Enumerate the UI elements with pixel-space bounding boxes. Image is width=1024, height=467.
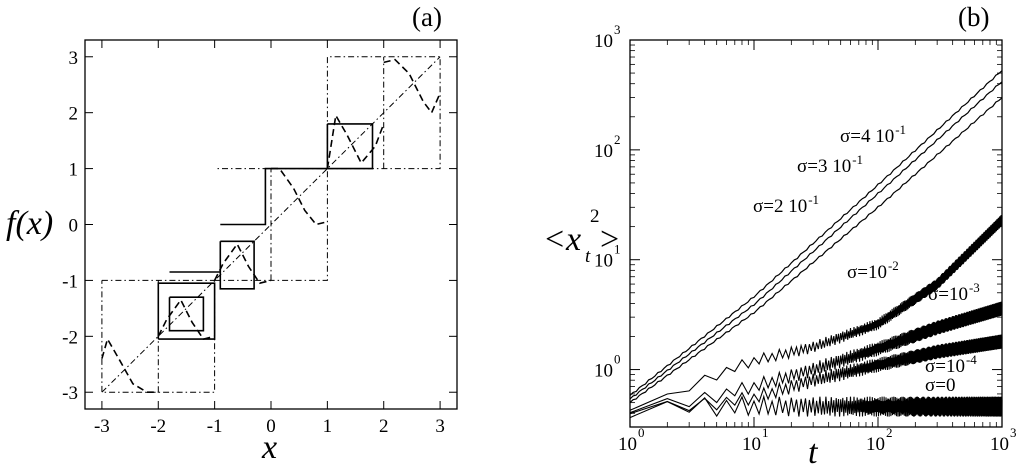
panel-b-frame: [629, 39, 1003, 428]
panel-b-y-tick-exponent: 3: [614, 22, 621, 37]
panel-a-dashed-segment: [213, 242, 272, 285]
panel-b-x-tick-label: 10: [866, 434, 885, 455]
panel-b-series-label: σ=3 10: [797, 156, 851, 177]
panel-b-annotations: σ=4 10 -1σ=3 10 -1σ=2 10 -1σ=10 -2σ=10 -3σ=10…: [753, 122, 980, 396]
panel-a-solid-segment: [157, 282, 216, 340]
panel-b-series-label-exponent: -2: [888, 258, 899, 273]
panel-b-y-tick-label: 10: [594, 251, 613, 272]
panel-a-solid-segment: [219, 240, 255, 290]
panel-b-y-tick-label: 10: [594, 31, 613, 52]
panel-b-x-tick-label: 10: [742, 434, 761, 455]
panel-a-dashdot-segment: [101, 279, 216, 393]
panel-b-x-tick-label: 10: [990, 434, 1009, 455]
panel-a-x-tick-label: 3: [435, 416, 445, 437]
panel-a-x-tick-label: 1: [323, 416, 333, 437]
panel-a-x-axis-title: x: [261, 429, 277, 466]
panel-b-x-tick-exponent: 3: [1010, 425, 1017, 440]
panel-b-series-line: [629, 301, 1003, 414]
panel-b-x-tick-label: 10: [618, 434, 637, 455]
panel-b-series-line: [629, 214, 1003, 411]
panel-a-y-axis-title: f(x): [6, 205, 53, 242]
panel-b-y-tick-exponent: 0: [614, 352, 621, 367]
panel-b-series-label-exponent: -1: [895, 122, 906, 137]
panel-b-series-line: [629, 334, 1003, 415]
panel-a-x-tick-label: 0: [266, 416, 276, 437]
panel-a-solid-segment: [168, 296, 205, 332]
panel-a-y-tick-label: -2: [62, 327, 78, 348]
panel-b-x-tick-exponent: 0: [638, 425, 645, 440]
panel-a-dashdot-segment: [326, 56, 441, 170]
panel-a-y-tick-label: -3: [62, 383, 78, 404]
panel-a-dashed-segment: [271, 167, 328, 226]
panel-b-series-label-exponent: -4: [966, 352, 977, 367]
panel-a-solid-segment: [220, 167, 328, 226]
panel-b-series-label-exponent: -3: [969, 280, 980, 295]
svg-text:>: >: [600, 221, 619, 258]
panel-a-x-tick-label: -1: [207, 416, 223, 437]
panel-b-x-axis-title: t: [808, 434, 819, 467]
panel-b-y-axis-title: < x t 2 >: [545, 206, 619, 267]
panel-b-series-line: [629, 70, 1003, 396]
panel-a-y-tick-label: -1: [62, 271, 78, 292]
panel-b-series-label: σ=10: [847, 262, 887, 283]
panel-b-series-label: σ=10: [928, 284, 968, 305]
panel-a-dashed-segment: [383, 58, 441, 115]
panel-a-y-ticks: -3 -2 -1 0 1 2 3: [62, 48, 457, 404]
panel-a-dashed-segment: [101, 337, 159, 394]
panel-b-series-line: [629, 81, 1003, 400]
panel-b-x-tick-exponent: 1: [762, 425, 769, 440]
panel-b-series-label-exponent: -1: [808, 192, 819, 207]
panel-a-x-tick-label: -2: [150, 416, 166, 437]
panel-a-solid-segment: [326, 123, 374, 170]
svg-text:t: t: [585, 246, 591, 267]
panel-a-x-tick-label: 2: [379, 416, 389, 437]
panel-b-x-tick-exponent: 2: [886, 425, 893, 440]
panel-b-y-tick-exponent: 1: [614, 242, 621, 257]
panel-b-y-tick-exponent: 2: [614, 132, 621, 147]
panel-b-series-label: σ=10: [925, 356, 965, 377]
panel-b-series-line: [629, 97, 1003, 404]
panel-b-series-label: σ=2 10: [753, 196, 807, 217]
panel-a: -3 -2 -1 0 1 2 3 -3 -2 -1 0 1 2 3 (a) x f(x): [6, 2, 458, 466]
panel-a-y-tick-label: 1: [69, 160, 79, 181]
svg-text:2: 2: [590, 206, 600, 227]
svg-text:x: x: [565, 221, 581, 258]
panel-b-series-line: [629, 394, 1003, 419]
panel-a-label: (a): [412, 2, 442, 32]
panel-a-series: [101, 56, 441, 394]
panel-a-x-ticks: -3 -2 -1 0 1 2 3: [94, 40, 445, 437]
panel-b-series-label: σ=4 10: [840, 126, 894, 147]
panel-a-y-tick-label: 3: [69, 48, 79, 69]
panel-b-y-tick-label: 10: [594, 141, 613, 162]
panel-b-series: [629, 70, 1003, 419]
panel-a-y-tick-label: 2: [69, 104, 79, 125]
panel-b-y-tick-label: 10: [594, 361, 613, 382]
panel-b-label: (b): [958, 2, 989, 32]
panel-a-y-tick-label: 0: [69, 216, 79, 237]
svg-text:<: <: [545, 221, 564, 258]
panel-a-x-tick-label: -3: [94, 416, 110, 437]
panel-a-dashed-segment: [157, 298, 215, 341]
panel-b-series-label-exponent: -1: [852, 152, 863, 167]
panel-b-series-label: σ=0: [925, 375, 955, 396]
